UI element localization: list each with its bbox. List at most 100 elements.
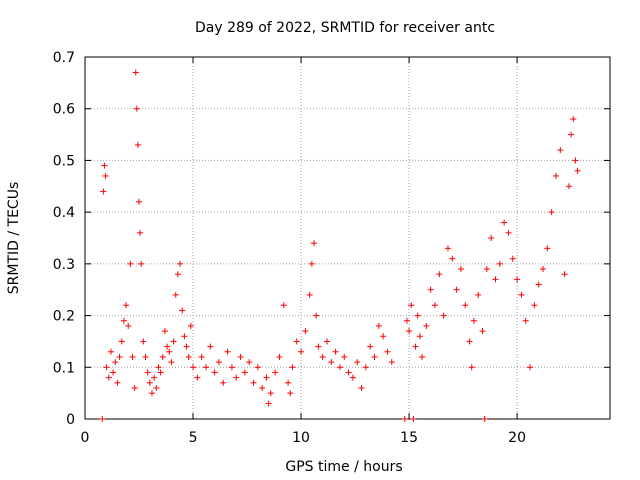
data-point [375,322,382,329]
data-point [570,116,577,123]
data-point [514,276,521,283]
data-point [481,416,488,422]
data-point [138,260,145,267]
data-point [137,229,144,236]
y-axis-label: SRMTID / TECUs [6,182,22,295]
data-point [412,343,419,350]
data-point [131,384,138,391]
data-point [544,245,551,252]
data-point [432,302,438,309]
data-point [527,364,534,371]
y-tick-label: 0.1 [53,360,75,376]
data-point [298,348,305,355]
data-point [228,364,235,371]
data-point [561,271,568,278]
data-point [259,384,266,391]
data-point [168,359,175,366]
chart-title: Day 289 of 2022, SRMTID for receiver ant… [195,20,495,36]
data-point [153,384,160,391]
data-point [174,271,181,278]
x-tick-label: 5 [189,430,198,446]
data-point [371,353,378,360]
data-point [105,374,112,381]
data-point [406,328,413,335]
x-tick-label: 10 [292,430,310,446]
data-point [132,69,139,76]
data-point [468,364,475,371]
data-point [552,172,559,179]
data-point [535,281,542,288]
data-point [102,172,109,179]
data-point [120,317,127,324]
data-point [148,390,155,397]
y-tick-label: 0.6 [53,102,75,118]
data-points [99,69,581,422]
data-point [319,353,326,360]
data-point [211,369,218,376]
y-tick-label: 0 [66,412,75,428]
data-point [187,322,194,329]
data-point [416,333,423,340]
data-point [565,183,572,190]
data-point [384,348,391,355]
data-point [146,379,153,386]
data-point [362,364,369,371]
data-point [496,260,503,267]
data-point [572,157,579,164]
y-tick-label: 0.3 [53,257,75,273]
data-point [164,343,171,350]
data-point [483,266,490,273]
y-tick-label: 0.2 [53,309,75,325]
data-point [129,353,136,360]
data-point [107,348,114,355]
data-point [155,364,162,371]
data-point [423,322,430,329]
data-point [280,302,287,309]
data-point [183,343,190,350]
data-point [440,312,447,319]
data-point [198,353,205,360]
data-point [224,348,231,355]
data-point [118,338,125,345]
data-point [488,235,495,241]
data-point [237,353,244,360]
data-point [349,374,356,381]
data-point [161,328,168,335]
x-tick-label: 15 [400,430,418,446]
data-point [276,353,283,360]
data-point [332,348,339,355]
data-point [436,271,443,278]
grid [85,57,610,419]
data-point [215,359,222,366]
data-point [144,369,151,376]
data-point [103,364,110,371]
data-point [110,369,117,376]
data-point [136,198,143,205]
data-point [285,379,292,386]
data-point [159,353,166,360]
data-point [112,359,119,366]
data-point [233,374,240,381]
data-point [302,328,309,335]
data-point [501,219,508,226]
data-point [308,260,315,267]
data-point [190,364,197,371]
data-point [341,353,348,360]
data-point [449,255,456,262]
data-point [166,348,173,355]
data-point [345,369,352,376]
data-point [134,141,141,148]
data-point [470,317,477,324]
y-tick-label: 0.7 [53,50,75,66]
data-point [254,364,261,371]
data-point [306,291,313,298]
data-point [354,359,361,366]
data-point [315,343,322,350]
data-point [287,390,294,397]
data-point [574,167,581,174]
data-point [522,317,529,324]
data-point [540,266,547,273]
data-point [263,374,270,381]
axis-ticks: 0 0.1 0.2 0.3 0.4 0.5 0.6 0.7 0 5 10 15 20 [53,50,610,446]
data-point [475,291,482,298]
